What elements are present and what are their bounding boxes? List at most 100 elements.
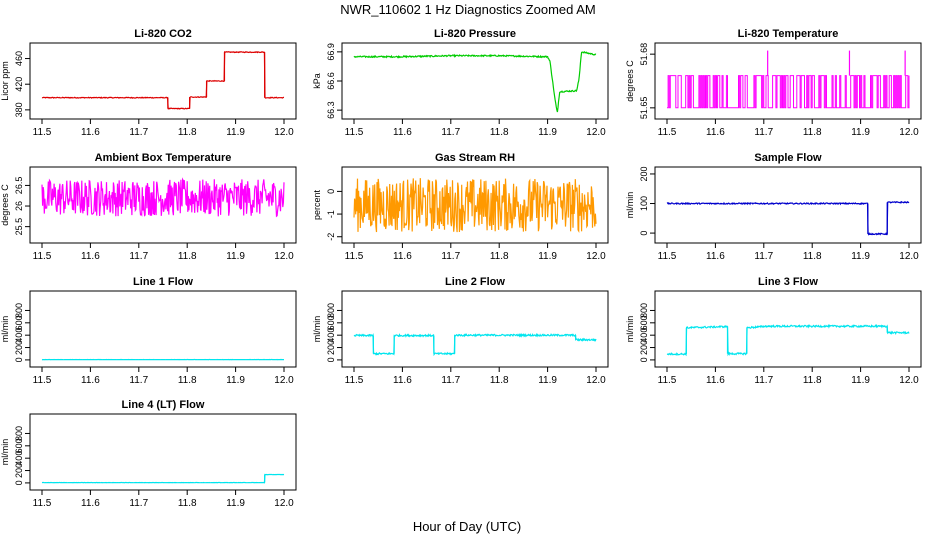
x-tick-label: 11.7 [754,127,773,138]
x-tick-label: 12.0 [274,127,294,138]
y-tick-label: 200 [14,340,24,355]
x-tick-label: 11.7 [129,127,148,138]
panel-ylabel: ml/min [312,316,322,343]
x-tick-label: 11.9 [851,375,870,386]
y-tick-label: 51.65 [639,97,649,120]
x-tick-label: 11.8 [178,498,197,509]
series-line [41,177,285,218]
y-tick-label: 400 [14,328,24,343]
x-tick-label: 11.5 [345,251,364,262]
y-tick-label: 100 [639,196,649,211]
y-tick-label: 800 [326,303,336,318]
panel-frame [341,290,609,368]
y-tick-label: 200 [639,166,649,181]
series-line [667,75,910,109]
x-tick-label: 11.9 [226,251,245,262]
x-tick-label: 11.7 [441,375,460,386]
panel-ylabel: kPa [312,73,322,89]
x-tick-label: 11.7 [129,251,148,262]
y-tick-label: 800 [14,426,24,441]
y-tick-label: 420 [14,77,24,92]
panel-frame [654,166,922,244]
series-line [353,332,597,357]
y-tick-label: 0 [326,189,336,194]
panel-title: Line 4 (LT) Flow [122,399,205,411]
x-tick-label: 11.6 [706,251,725,262]
series-line [353,51,597,113]
x-tick-label: 11.6 [81,498,100,509]
x-tick-label: 11.6 [706,127,725,138]
x-tick-label: 11.5 [33,498,52,509]
panel-title: Line 3 Flow [758,276,818,288]
x-tick-label: 11.5 [33,375,52,386]
x-tick-label: 11.7 [129,375,148,386]
y-tick-label: 0 [639,231,649,236]
x-tick-label: 11.8 [490,375,509,386]
y-tick-label: 0 [639,357,649,362]
panel-7: Line 2 Flow ml/min 11.5 11.6 11.7 11.8 11.9 12.… [312,276,609,386]
x-tick-label: 11.9 [226,375,245,386]
x-tick-label: 11.8 [178,251,197,262]
series-line [353,178,597,234]
y-tick-label: 25.5 [14,218,24,236]
x-tick-label: 11.5 [658,375,677,386]
x-tick-label: 11.7 [754,251,773,262]
x-tick-label: 12.0 [899,127,919,138]
x-tick-label: 11.6 [81,251,100,262]
x-tick-label: 11.9 [851,127,870,138]
y-tick-label: 66.6 [326,72,336,90]
x-tick-label: 12.0 [274,375,294,386]
x-tick-label: 11.8 [490,251,509,262]
x-tick-label: 11.5 [658,251,677,262]
x-tick-label: 11.6 [81,127,100,138]
y-tick-label: 400 [639,328,649,343]
panel-8: Line 3 Flow ml/min 11.5 11.6 11.7 11.8 11.9 12.… [625,276,922,386]
x-tick-label: 11.8 [803,251,822,262]
y-tick-label: 460 [14,51,24,66]
y-tick-label: 0 [14,480,24,485]
panel-9: Line 4 (LT) Flow ml/min 11.5 11.6 11.7 11.8 11… [0,399,297,509]
x-tick-label: 11.9 [538,127,557,138]
panel-frame [341,42,609,120]
y-tick-label: 0 [14,357,24,362]
panel-ylabel: ml/min [625,316,635,343]
y-tick-label: 26.5 [14,177,24,195]
x-tick-label: 11.6 [393,375,412,386]
x-tick-label: 11.9 [538,375,557,386]
panel-frame [654,290,922,368]
y-tick-label: 66.3 [326,101,336,119]
y-tick-label: 66.9 [326,43,336,61]
y-tick-label: 26 [14,201,24,211]
y-tick-label: 600 [326,315,336,330]
y-tick-label: 200 [639,340,649,355]
y-tick-label: 200 [14,463,24,478]
x-tick-label: 12.0 [274,498,294,509]
x-tick-label: 11.6 [706,375,725,386]
y-tick-label: 400 [326,328,336,343]
panel-4: Gas Stream RH percent 11.5 11.6 11.7 11.8 11.9… [312,152,609,262]
x-tick-label: 12.0 [899,251,919,262]
panel-frame [29,42,297,120]
y-tick-label: 600 [14,438,24,453]
panel-1: Li-820 Pressure kPa 11.5 11.6 11.7 11.8 11.9 12… [312,28,609,138]
panel-ylabel: degrees C [625,60,635,102]
x-tick-label: 12.0 [586,251,606,262]
y-tick-label: -1 [326,210,336,218]
x-tick-label: 11.7 [441,251,460,262]
panel-6: Line 1 Flow ml/min 11.5 11.6 11.7 11.8 11.9 12.… [0,276,297,386]
x-tick-label: 12.0 [899,375,919,386]
x-tick-label: 11.6 [393,251,412,262]
panel-frame [654,42,922,120]
series-line [41,473,285,484]
panels: Li-820 CO2 Licor ppm 11.5 11.6 11.7 11.8 11.9 1… [0,28,922,509]
panel-title: Line 1 Flow [133,276,193,288]
x-tick-label: 11.5 [345,127,364,138]
x-tick-label: 11.8 [178,375,197,386]
panel-ylabel: percent [312,189,322,220]
panel-title: Gas Stream RH [435,152,515,164]
series-line [666,323,910,357]
panel-frame [29,290,297,368]
panel-title: Line 2 Flow [445,276,505,288]
y-tick-label: 380 [14,102,24,117]
